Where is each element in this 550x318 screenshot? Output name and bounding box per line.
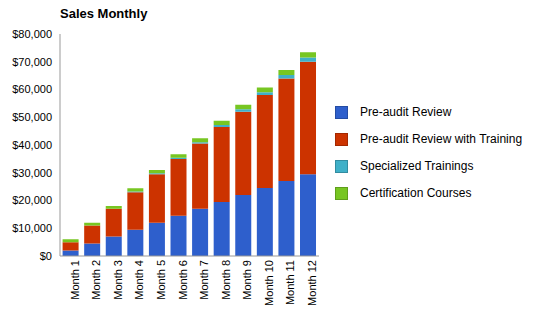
svg-text:Month 7: Month 7 [198, 260, 210, 300]
html-text:Pre-audit Review with Training: Pre-audit Review with Training [360, 132, 523, 146]
svg-text:Month 8: Month 8 [220, 260, 232, 300]
html-text:Certification Courses: Certification Courses [360, 186, 472, 200]
html-text:Sales Monthly: Sales Monthly [60, 6, 148, 21]
svg-text:$60,000: $60,000 [12, 83, 52, 95]
svg-text:$20,000: $20,000 [12, 194, 52, 206]
html-text:Specialized Trainings: Specialized Trainings [360, 159, 474, 173]
svg-text:Month 1: Month 1 [69, 260, 81, 300]
svg-text:$10,000: $10,000 [12, 222, 52, 234]
svg-text:Month 4: Month 4 [133, 260, 145, 300]
svg-text:Month 10: Month 10 [263, 260, 275, 306]
svg-text:$70,000: $70,000 [12, 56, 52, 68]
svg-text:Month 5: Month 5 [155, 260, 167, 300]
svg-text:Month 9: Month 9 [241, 260, 253, 300]
svg-text:$0: $0 [40, 250, 52, 262]
svg-text:$50,000: $50,000 [12, 111, 52, 123]
svg-text:$80,000: $80,000 [12, 28, 52, 40]
svg-text:Month 2: Month 2 [90, 260, 102, 300]
svg-text:Month 11: Month 11 [284, 260, 296, 305]
svg-text:Month 3: Month 3 [112, 260, 124, 300]
svg-text:$30,000: $30,000 [12, 167, 52, 179]
svg-text:Month 12: Month 12 [306, 260, 318, 306]
svg-text:Month 6: Month 6 [177, 260, 189, 300]
svg-text:$40,000: $40,000 [12, 139, 52, 151]
html-text:Pre-audit Review: Pre-audit Review [360, 105, 452, 119]
